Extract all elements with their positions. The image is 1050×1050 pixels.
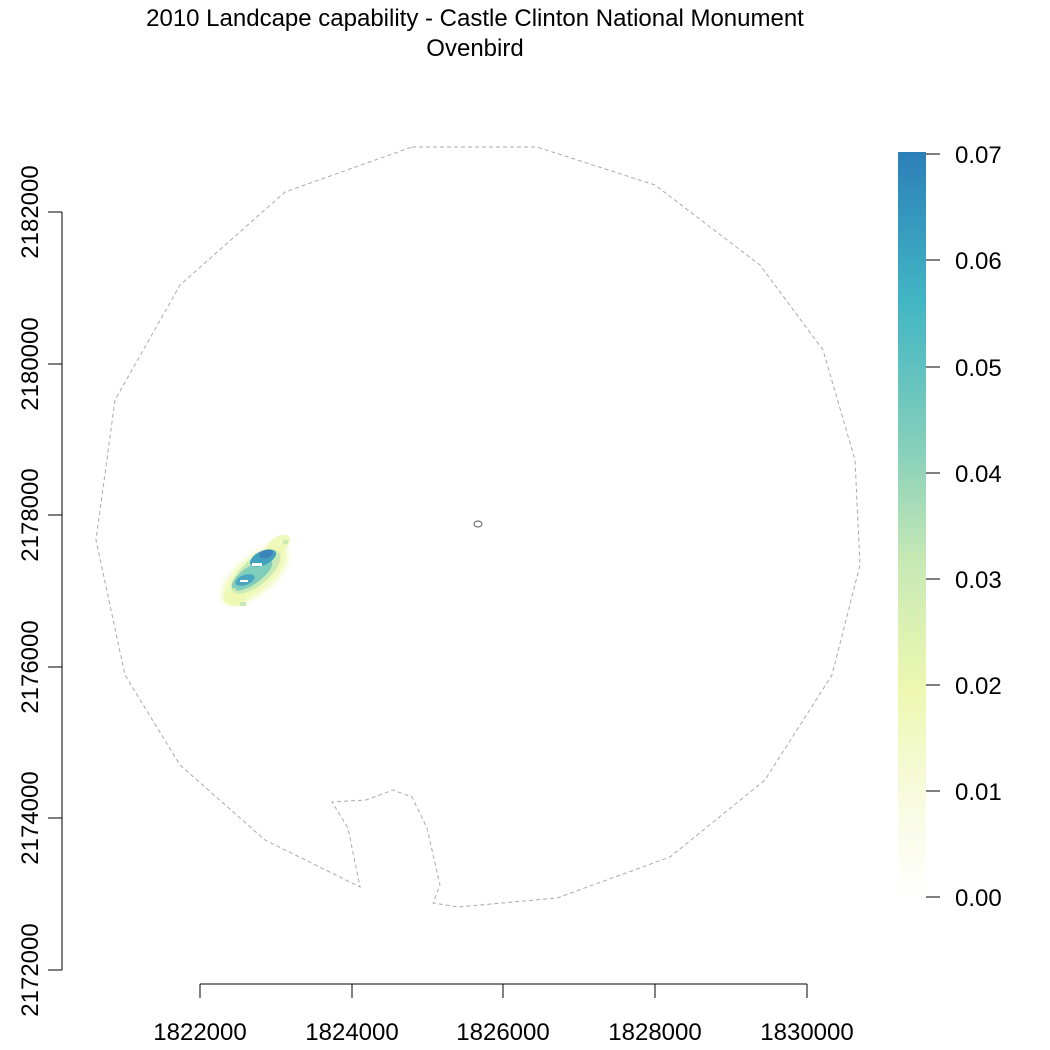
y-axis: 2172000 2174000 2176000 2178000 2180000 … (17, 165, 63, 1017)
legend-label: 0.04 (955, 461, 1002, 488)
legend-label: 0.02 (955, 673, 1002, 700)
y-tick-label: 2178000 (17, 468, 44, 561)
legend-label: 0.03 (955, 567, 1002, 594)
legend-label: 0.07 (955, 142, 1002, 169)
x-tick-label: 1828000 (608, 1019, 701, 1046)
y-tick-label: 2172000 (17, 923, 44, 1016)
y-tick-label: 2176000 (17, 620, 44, 713)
legend-label: 0.01 (955, 779, 1002, 806)
x-tick-label: 1830000 (760, 1019, 853, 1046)
legend-label: 0.00 (955, 885, 1002, 912)
x-tick-label: 1826000 (456, 1019, 549, 1046)
color-legend: 0.07 0.06 0.05 0.04 0.03 0.02 0.01 0.00 (898, 142, 1002, 912)
habitat-patch (222, 534, 291, 606)
legend-color-bar (898, 152, 926, 898)
x-tick-label: 1822000 (153, 1019, 246, 1046)
y-tick-label: 2174000 (17, 771, 44, 864)
study-area-boundary (95, 146, 861, 908)
legend-label: 0.06 (955, 248, 1002, 275)
legend-label: 0.05 (955, 355, 1002, 382)
x-tick-label: 1824000 (305, 1019, 398, 1046)
y-tick-label: 2182000 (17, 165, 44, 258)
y-tick-label: 2180000 (17, 317, 44, 410)
map-subtitle: Ovenbird (426, 35, 524, 62)
site-marker (473, 520, 483, 528)
x-axis: 1822000 1824000 1826000 1828000 1830000 (153, 983, 854, 1046)
map-title: 2010 Landcape capability - Castle Clinto… (146, 5, 804, 32)
